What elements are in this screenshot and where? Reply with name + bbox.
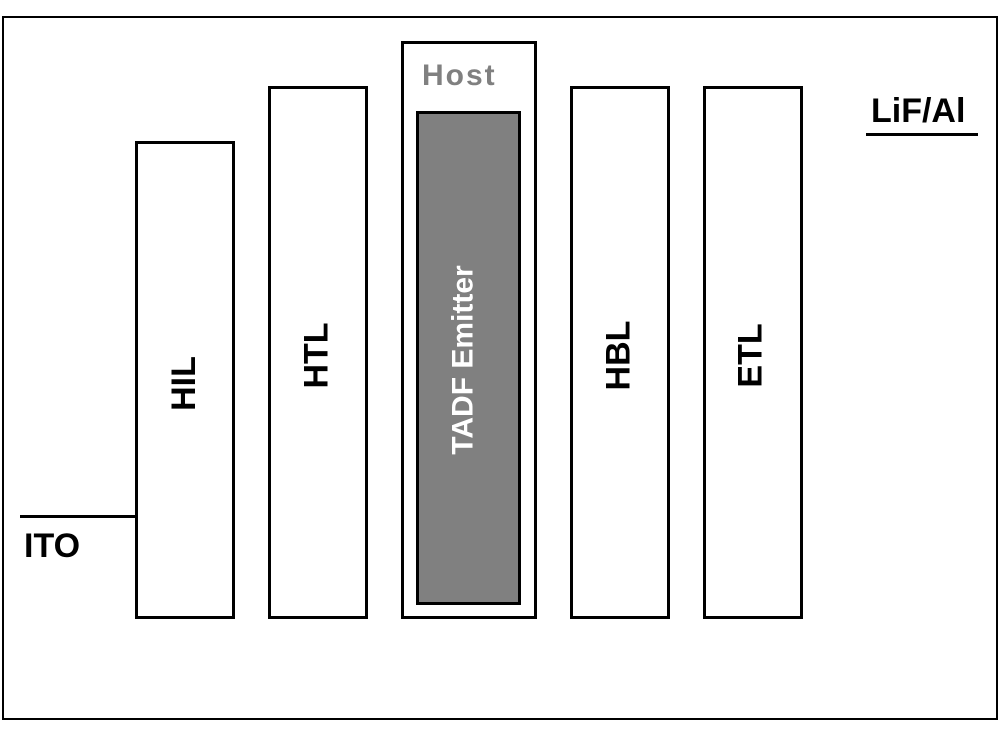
layer-htl-label: HTL [298,322,337,388]
ito-line [20,515,135,518]
layer-etl-label: ETL [732,323,771,387]
layer-emitter-label: TADF Emitter [447,265,481,454]
lif-al-line [866,133,978,136]
layer-hil-label: HIL [165,356,204,411]
host-label: Host [422,59,497,93]
diagram-frame: ITO HIL HTL Host TADF Emitter HBL ETL Li… [2,16,998,720]
layer-hbl-label: HBL [599,321,638,391]
lif-al-label: LiF/Al [871,92,965,131]
ito-label: ITO [24,527,80,566]
